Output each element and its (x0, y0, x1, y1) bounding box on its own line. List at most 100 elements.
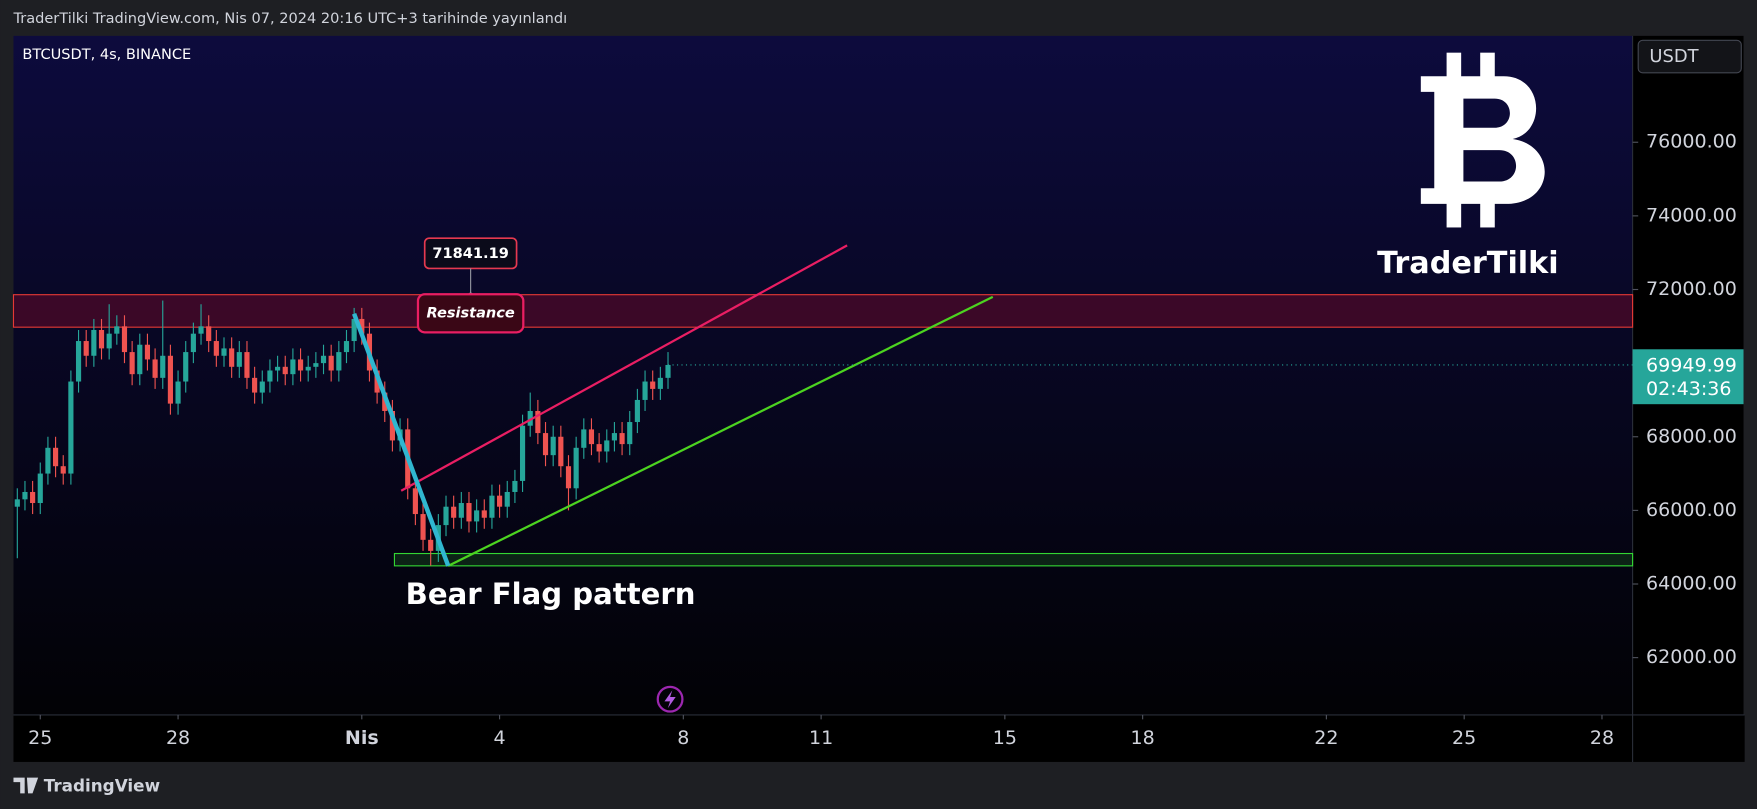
candle-body (213, 341, 219, 356)
candle-body (206, 326, 212, 342)
candle-body (573, 447, 579, 489)
candle-body (420, 514, 426, 540)
candle-body (91, 329, 97, 356)
channel-upper (400, 244, 848, 492)
candle-body (481, 510, 487, 518)
y-tick-label: 76000.00 (1646, 131, 1737, 153)
resistance-box (416, 293, 525, 334)
candle-body (121, 326, 128, 353)
candle-body (389, 410, 395, 441)
candle-body (282, 366, 288, 375)
candle-body (596, 444, 602, 452)
candle-body (359, 318, 365, 334)
callout-price: 71841.19 (432, 245, 508, 262)
candle-body (604, 440, 610, 452)
candle-body (428, 539, 434, 551)
candle-body (14, 499, 20, 507)
x-tick-label: 22 (1314, 727, 1338, 749)
y-tick-label: 72000.00 (1646, 278, 1737, 300)
candle-body (160, 355, 166, 378)
candle-body (37, 473, 43, 504)
pattern-label: Bear Flag pattern (406, 577, 696, 611)
flag-pole (352, 312, 451, 567)
event-bolt (664, 690, 676, 709)
usdt-button[interactable]: USDT (1637, 39, 1742, 74)
candle-body (30, 491, 36, 504)
y-tick-label: 66000.00 (1646, 499, 1737, 521)
x-tick-label: 18 (1131, 727, 1155, 749)
candle-body (144, 344, 151, 360)
candle-body (535, 410, 541, 434)
candle-body (550, 436, 556, 456)
candle-body (627, 422, 633, 445)
candle-body (336, 352, 342, 371)
candle-body (129, 352, 135, 375)
y-tick-label: 68000.00 (1646, 425, 1737, 447)
candle-body (252, 377, 258, 393)
candle-body (665, 364, 671, 378)
candle-body (527, 410, 533, 426)
footer: TradingView (44, 776, 160, 796)
candle-body (175, 381, 181, 404)
candle-body (297, 359, 304, 371)
candle-body (229, 348, 235, 367)
candle-body (565, 466, 572, 489)
candle-body (504, 491, 510, 507)
candle-body (198, 326, 204, 334)
candle-body (137, 344, 143, 375)
event-icon[interactable] (656, 685, 684, 713)
watermark: TraderTilki (1377, 246, 1559, 281)
bitcoin-logo (1420, 52, 1545, 228)
logo-b (1420, 76, 1545, 204)
candles (14, 300, 671, 566)
x-tick-label: 25 (28, 727, 52, 749)
last-price: 69949.99 (1646, 355, 1737, 377)
last-price-box (1632, 349, 1744, 405)
candle-body (152, 359, 158, 378)
candle-body (474, 510, 480, 522)
candle-body (512, 480, 518, 492)
channel-lower (447, 295, 994, 567)
candle-body (53, 447, 59, 467)
candle-body (98, 329, 105, 349)
x-tick-label: 28 (166, 727, 190, 749)
candle-body (619, 433, 625, 445)
candle-body (657, 377, 663, 389)
plot-background (13, 35, 1633, 715)
header: TraderTilki TradingView.com, Nis 07, 202… (12, 10, 567, 27)
candle-body (275, 366, 281, 371)
candle-body (106, 333, 112, 349)
candle-body (190, 333, 196, 353)
candle-body (634, 399, 640, 423)
candle-body (542, 433, 549, 456)
candle-body (489, 495, 495, 518)
candle-body (451, 506, 457, 518)
candle-body (466, 503, 472, 522)
currency[interactable]: USDT (1649, 46, 1698, 67)
x-tick-label: 8 (677, 727, 689, 749)
candle-body (458, 503, 464, 518)
candle-body (22, 491, 28, 500)
candle-body (45, 447, 51, 474)
candle-body (443, 506, 449, 526)
candle-body (244, 352, 250, 378)
x-tick-label: 11 (809, 727, 833, 749)
candle-body (611, 433, 618, 441)
candle-body (68, 381, 74, 474)
candle-body (581, 429, 587, 448)
candle-body (236, 352, 242, 367)
time-axis (13, 714, 1745, 762)
candle-body (259, 381, 265, 393)
currency-button[interactable] (1637, 39, 1742, 74)
candle-body (558, 436, 564, 467)
candle-body (320, 355, 327, 364)
candle-body (642, 381, 648, 400)
candle-body (497, 495, 503, 507)
candle-body (313, 363, 319, 367)
countdown: 02:43:36 (1646, 378, 1731, 400)
y-tick-label: 64000.00 (1646, 573, 1737, 595)
symbol-title: BTCUSDT, 4s, BINANCE (22, 46, 191, 63)
candle-body (60, 466, 66, 474)
